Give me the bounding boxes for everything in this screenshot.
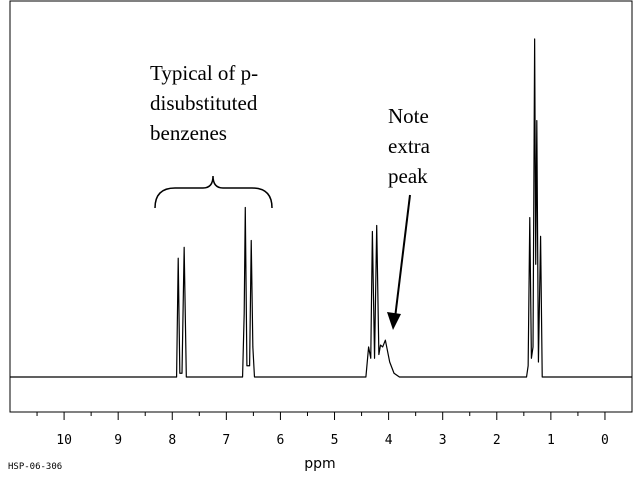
x-tick-label: 4 [385, 433, 393, 448]
x-axis-label: ppm [304, 456, 335, 472]
x-tick-label: 6 [277, 433, 285, 448]
x-tick-label: 5 [331, 433, 339, 448]
arrow-shaft [394, 194, 411, 319]
annotation-line: extra [388, 134, 431, 158]
annotation-line: peak [388, 164, 428, 188]
plot-frame [9, 0, 633, 413]
x-tick-label: 9 [114, 433, 122, 448]
x-tick-label: 3 [439, 433, 447, 448]
annotation-line: benzenes [150, 121, 227, 145]
footer: HSP-06-306 [8, 462, 62, 472]
brace [154, 175, 273, 209]
spectrum-line [10, 38, 632, 378]
x-tick-label: 10 [56, 433, 72, 448]
arrow-head [387, 312, 401, 330]
x-tick-label: 7 [222, 433, 230, 448]
annotation: Typical of p-disubstituted benzenes [150, 61, 258, 145]
annotation: Note extra peak [388, 104, 431, 188]
x-tick-label: 2 [493, 433, 501, 448]
annotation-line: Note [388, 104, 429, 128]
annotation-line: disubstituted [150, 91, 258, 115]
x-tick-label: 8 [168, 433, 176, 448]
x-tick-label: 1 [547, 433, 555, 448]
annotation-line: Typical of p- [150, 61, 258, 85]
x-tick-label: 0 [601, 433, 609, 448]
